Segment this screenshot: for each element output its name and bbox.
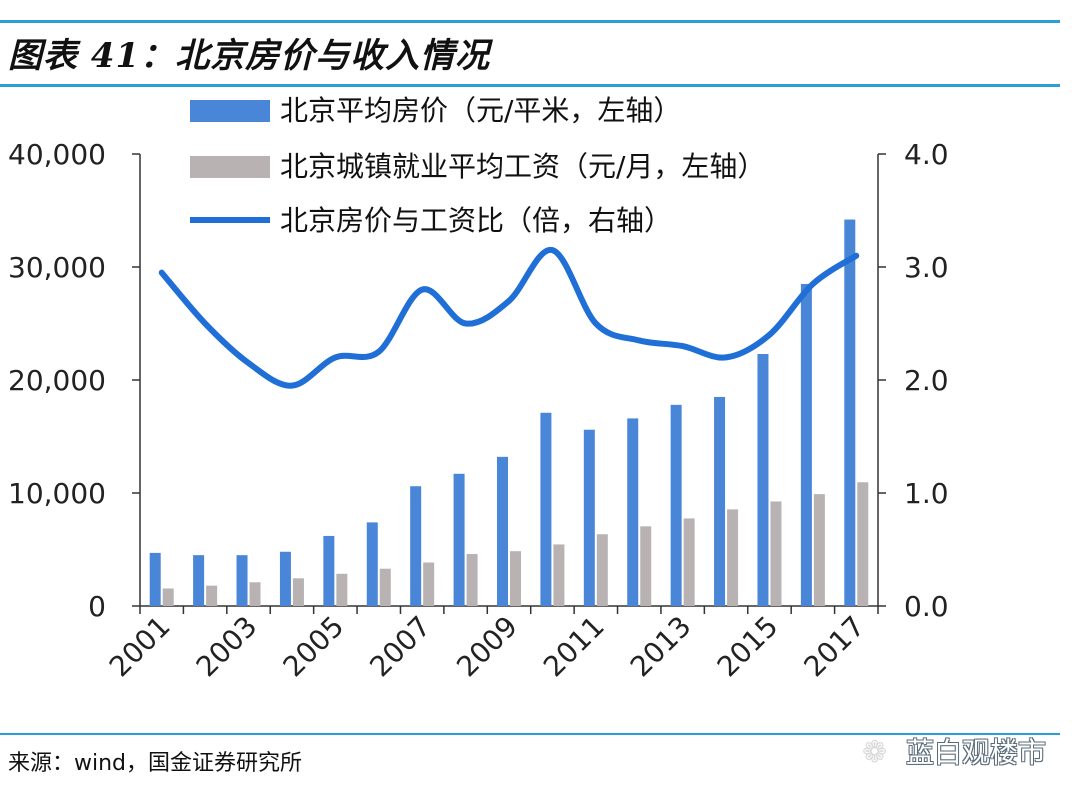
chart: 0 10,000 20,000 30,000 40,000 0.0 1.0 2.0 3.0 4.0…	[8, 94, 949, 684]
x-tick-label: 2007	[363, 610, 437, 684]
bar-price	[366, 522, 378, 606]
watermark-text: 蓝白观楼市	[906, 736, 1047, 769]
x-tick-label: 2001	[103, 610, 177, 684]
bar-price	[453, 473, 465, 606]
right-tick-label: 1.0	[904, 477, 949, 510]
bar-wage	[640, 526, 652, 606]
bar-wage	[596, 534, 608, 606]
legend-label-ratio: 北京房价与工资比（倍，右轴）	[280, 204, 672, 237]
right-tick-label: 4.0	[904, 138, 949, 171]
bar-price	[193, 555, 205, 606]
bar-wage	[466, 554, 478, 606]
legend-swatch-price	[190, 100, 270, 122]
bar-price	[844, 219, 856, 607]
bar-wage	[292, 578, 304, 606]
watermark: ❁ 蓝白观楼市	[862, 728, 1062, 780]
x-tick-label: 2015	[711, 610, 785, 684]
bar-price	[323, 535, 335, 606]
bar-price	[670, 404, 682, 606]
x-tick-label: 2005	[277, 610, 351, 684]
x-tick-label: 2003	[190, 610, 264, 684]
right-tick-label: 2.0	[904, 364, 949, 397]
left-tick-label: 40,000	[8, 138, 106, 171]
bar-price	[279, 551, 291, 606]
bar-price	[540, 412, 552, 606]
bar-price	[627, 418, 639, 606]
left-tick-label: 20,000	[8, 364, 106, 397]
x-tick-label: 2009	[450, 610, 524, 684]
bar-wage	[249, 582, 261, 606]
bar-wage	[553, 544, 565, 606]
bar-price	[149, 552, 161, 606]
bar-price	[800, 283, 812, 606]
x-tick-label: 2013	[624, 610, 698, 684]
figure-title: 图表 41：北京房价与收入情况	[8, 36, 491, 76]
bar-price	[497, 456, 508, 606]
bar-wage	[857, 482, 869, 606]
bar-wage	[379, 568, 391, 606]
source-note: 来源：wind，国金证券研究所	[8, 751, 303, 776]
left-tick-label: 30,000	[8, 251, 106, 284]
x-tick-label: 2017	[798, 610, 872, 684]
bar-price	[714, 396, 726, 606]
bar-wage	[206, 585, 218, 606]
bar-wage	[813, 494, 825, 606]
left-tick-label: 10,000	[8, 477, 106, 510]
x-tick-label: 2011	[537, 610, 611, 684]
bar-wage	[683, 518, 695, 606]
legend-swatch-wage	[190, 156, 270, 178]
legend-label-price: 北京平均房价（元/平米，左轴）	[280, 94, 681, 127]
legend-label-wage: 北京城镇就业平均工资（元/月，左轴）	[280, 150, 765, 183]
left-tick-label: 0	[88, 590, 106, 623]
bar-wage	[162, 588, 174, 606]
ratio-line	[158, 247, 860, 389]
top-rule	[0, 20, 1060, 23]
bar-wage	[727, 509, 739, 606]
bar-price	[583, 429, 595, 606]
bar-wage	[510, 551, 521, 606]
bar-price	[757, 354, 769, 606]
bar-price	[236, 555, 248, 606]
right-tick-label: 3.0	[904, 251, 949, 284]
title-rule	[0, 84, 1060, 87]
bottom-rule	[0, 733, 1060, 735]
right-tick-label: 0.0	[904, 590, 949, 623]
bar-price	[410, 486, 422, 606]
bar-wage	[770, 501, 782, 606]
bar-wage	[423, 562, 435, 606]
bar-wage	[336, 573, 348, 606]
wechat-icon: ❁	[862, 735, 888, 770]
